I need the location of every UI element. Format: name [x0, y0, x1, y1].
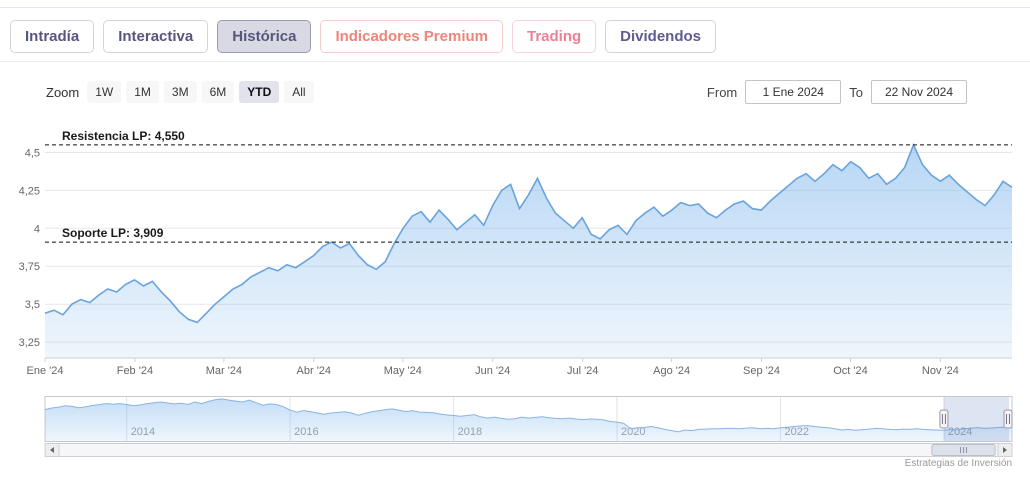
zoom-label: Zoom: [46, 84, 80, 100]
range-button-1m[interactable]: 1M: [126, 81, 159, 103]
tab-trading[interactable]: Trading: [512, 20, 597, 53]
to-label: To: [849, 84, 863, 100]
x-axis-label: Jul '24: [567, 365, 598, 377]
date-range-inputs: From To: [707, 80, 975, 104]
main-chart[interactable]: 4,5 4,25 4 3,75 3,5 3,25 Ene '24 Feb '24 Mar '24…: [0, 110, 1030, 392]
navigator-selected-range[interactable]: [943, 397, 1010, 441]
nav-series-area: [45, 398, 1012, 441]
y-axis-label: 4,25: [19, 185, 40, 197]
tab-interactiva[interactable]: Interactiva: [103, 20, 209, 53]
range-button-1w[interactable]: 1W: [87, 81, 122, 103]
range-selector: Zoom 1W 1M 3M 6M YTD All: [46, 81, 319, 103]
tab-intradia[interactable]: Intradía: [10, 20, 95, 53]
x-axis-label: Jun '24: [475, 365, 510, 377]
y-axis-label: 4: [34, 223, 40, 235]
range-button-ytd[interactable]: YTD: [239, 81, 280, 103]
tab-bar-divider: [0, 61, 1030, 62]
tab-historica[interactable]: Histórica: [217, 20, 312, 53]
y-axis-label: 3,5: [25, 299, 40, 311]
x-axis-label: Oct '24: [833, 365, 868, 377]
y-axis-label: 3,25: [19, 337, 40, 349]
x-axis-label: Ago '24: [653, 365, 690, 377]
x-axis-label: May '24: [384, 365, 422, 377]
scrollbar-right-arrow-icon: [1003, 447, 1007, 453]
range-button-all[interactable]: All: [284, 81, 314, 103]
tab-indicadores-premium[interactable]: Indicadores Premium: [320, 20, 503, 53]
annotation-label-1: Soporte LP: 3,909: [62, 226, 164, 240]
scrollbar[interactable]: [0, 443, 1030, 458]
y-axis-label: 4,5: [25, 148, 40, 160]
from-label: From: [706, 84, 738, 100]
tab-bar: Intradía Interactiva Histórica Indicador…: [10, 20, 717, 53]
series-line: [44, 142, 1013, 324]
y-axis-label: 3,75: [19, 261, 40, 273]
top-divider: [0, 7, 1030, 8]
x-axis-label: Nov '24: [922, 365, 959, 377]
series-area: [45, 144, 1012, 358]
scrollbar-track[interactable]: [44, 443, 1013, 457]
x-axis-label: Abr '24: [297, 365, 332, 377]
to-date-input[interactable]: [871, 80, 967, 104]
x-axis-label: Mar '24: [206, 365, 242, 377]
navigator-chart[interactable]: 201420162018202020222024: [0, 396, 1030, 443]
range-button-6m[interactable]: 6M: [201, 81, 235, 103]
navigator-handle-right[interactable]: [1003, 409, 1013, 429]
x-axis-label: Ene '24: [27, 365, 64, 377]
tab-dividendos[interactable]: Dividendos: [605, 20, 717, 53]
range-button-3m[interactable]: 3M: [163, 81, 197, 103]
annotation-label-0: Resistencia LP: 4,550: [62, 129, 185, 143]
x-axis-label: Sep '24: [743, 365, 780, 377]
scrollbar-left-arrow-icon: [50, 447, 54, 453]
nav-series-line: [44, 398, 1013, 433]
credits-link[interactable]: Estrategias de Inversión: [904, 458, 1012, 469]
x-axis-label: Feb '24: [117, 365, 153, 377]
from-date-input[interactable]: [745, 80, 842, 104]
navigator-handle-left[interactable]: [939, 409, 949, 429]
